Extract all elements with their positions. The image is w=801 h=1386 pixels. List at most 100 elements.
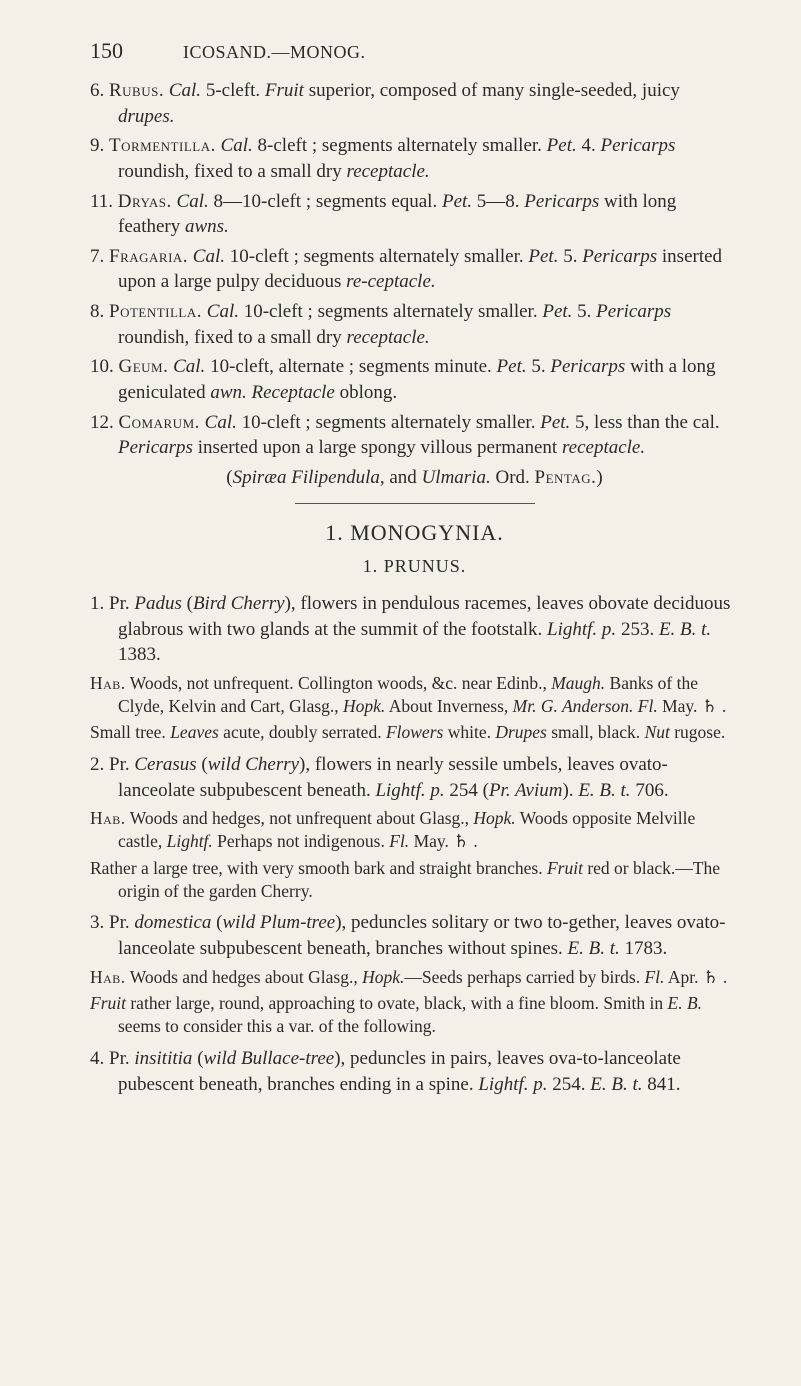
entry-text: inserted upon a large spongy villous per… [193, 437, 562, 458]
entry-text: Cal. [173, 356, 205, 377]
center-text: Ord. [491, 467, 535, 488]
genus-entry: 7. Fragaria. Cal. 10-cleft ; segments al… [90, 244, 739, 295]
hab-text: Hopk. [343, 696, 385, 716]
genus-name: Fragaria. [109, 246, 188, 267]
note-text: rather large, round, approaching to ovat… [126, 993, 668, 1013]
species-entry: 1. Pr. Padus (Bird Cherry), flowers in p… [90, 591, 739, 668]
running-head: ICOSAND.—MONOG. [183, 42, 366, 63]
note-text: Small tree. [90, 722, 170, 742]
hab-text: Lightf. [167, 831, 213, 851]
center-text: and [385, 467, 422, 488]
species-text: ( [197, 754, 208, 775]
entry-text: Pet. [540, 412, 570, 433]
entry-num: 12. [90, 412, 114, 433]
species-num: 3. [90, 912, 104, 933]
entry-text: Pet. [442, 191, 472, 212]
hab-text: Fl. [389, 831, 409, 851]
center-text: Pentag. [535, 467, 597, 488]
entry-text: Cal. [193, 246, 225, 267]
species-text: Pr. [109, 754, 134, 775]
entry-text: Pet. [528, 246, 558, 267]
entry-num: 8. [90, 301, 104, 322]
entry-text: drupes. [118, 106, 174, 127]
entry-text: receptacle. [347, 327, 430, 348]
entry-text: re-ceptacle. [346, 271, 436, 292]
species-text: 1383. [118, 644, 161, 665]
species-text: ( [182, 593, 193, 614]
hab-text: Apr. ♄ . [664, 967, 727, 987]
entry-text: 5, less than the cal. [570, 412, 719, 433]
entry-text: 10-cleft ; segments alternately smaller. [225, 246, 528, 267]
entry-text: Pericarps [582, 246, 657, 267]
species-text: Pr. [109, 912, 134, 933]
species-text: 1783. [620, 938, 668, 959]
entry-text: superior, composed of many single-seeded… [304, 80, 680, 101]
subsection-title: 1. PRUNUS. [90, 556, 739, 577]
entry-num: 7. [90, 246, 104, 267]
note-text: Flowers [386, 722, 443, 742]
entry-text: roundish, fixed to a small dry [118, 161, 347, 182]
genus-name: Dryas. [118, 191, 172, 212]
entry-text: Fruit [265, 80, 304, 101]
species-text: Pr. Avium [489, 780, 563, 801]
hab-text: Fl. [644, 967, 664, 987]
hab-text: May. ♄ . [658, 696, 727, 716]
genus-entry: 6. Rubus. Cal. 5-cleft. Fruit superior, … [90, 78, 739, 129]
genus-name: Rubus. [109, 80, 164, 101]
species-name: Cerasus [134, 754, 196, 775]
species-text: E. B. t. [590, 1074, 642, 1095]
genus-entry: 10. Geum. Cal. 10-cleft, alternate ; seg… [90, 354, 739, 405]
entry-num: 11. [90, 191, 113, 212]
entry-text: 10-cleft, alternate ; segments minute. [205, 356, 496, 377]
habitat-line: Hab. Woods and hedges, not unfrequent ab… [90, 807, 739, 853]
entry-text: oblong. [335, 382, 397, 403]
entry-text: 4. [577, 135, 601, 156]
entry-text: Pericarps [550, 356, 625, 377]
species-name: Padus [134, 593, 182, 614]
entry-text: 5. [572, 301, 596, 322]
genus-entry: 11. Dryas. Cal. 8—10-cleft ; segments eq… [90, 189, 739, 240]
genus-name: Geum. [119, 356, 169, 377]
hab-label: Hab. [90, 808, 126, 828]
genus-entry: 8. Potentilla. Cal. 10-cleft ; segments … [90, 299, 739, 350]
species-text: ( [192, 1048, 203, 1069]
entry-text: 5-cleft. [201, 80, 265, 101]
center-text: Spiræa Filipendula, [233, 467, 385, 488]
species-text: Lightf. p. [547, 619, 616, 640]
entry-text: Pet. [547, 135, 577, 156]
species-text: 253. [616, 619, 659, 640]
hab-text: Woods and hedges about Glasg., [126, 967, 362, 987]
species-num: 1. [90, 593, 104, 614]
note-text: acute, doubly serrated. [219, 722, 386, 742]
entry-text: Cal. [207, 301, 239, 322]
entry-text: Pet. [497, 356, 527, 377]
species-text: wild Plum-tree [222, 912, 335, 933]
species-text: ). [562, 780, 578, 801]
divider [295, 503, 535, 504]
note-line: Small tree. Leaves acute, doubly serrate… [90, 721, 739, 744]
species-text: E. B. t. [568, 938, 620, 959]
note-text: seems to consider this a var. of the fol… [118, 1016, 436, 1036]
entry-text: 5—8. [472, 191, 524, 212]
entry-text: 8—10-cleft ; segments equal. [209, 191, 442, 212]
page-number: 150 [90, 38, 123, 64]
entry-text: roundish, fixed to a small dry [118, 327, 347, 348]
hab-text: Fl. [633, 696, 657, 716]
genus-name: Tormentilla. [109, 135, 216, 156]
species-text: wild Bullace-tree [204, 1048, 335, 1069]
note-text: Rather a large tree, with very smooth ba… [90, 858, 547, 878]
species-entry: 3. Pr. domestica (wild Plum-tree), pedun… [90, 910, 739, 961]
note-text: Fruit [90, 993, 126, 1013]
note-text: Drupes [495, 722, 547, 742]
species-text: 254. [548, 1074, 591, 1095]
hab-label: Hab. [90, 673, 126, 693]
note-text: rugose. [670, 722, 725, 742]
entry-text: Cal. [177, 191, 209, 212]
hab-text: Perhaps not indigenous. [213, 831, 389, 851]
species-text: E. B. t. [578, 780, 630, 801]
entry-text: Pericarps [596, 301, 671, 322]
hab-text: Woods, not unfrequent. Collington woods,… [126, 673, 552, 693]
species-name: insititia [134, 1048, 192, 1069]
note-line: Fruit rather large, round, approaching t… [90, 992, 739, 1038]
hab-label: Hab. [90, 967, 126, 987]
